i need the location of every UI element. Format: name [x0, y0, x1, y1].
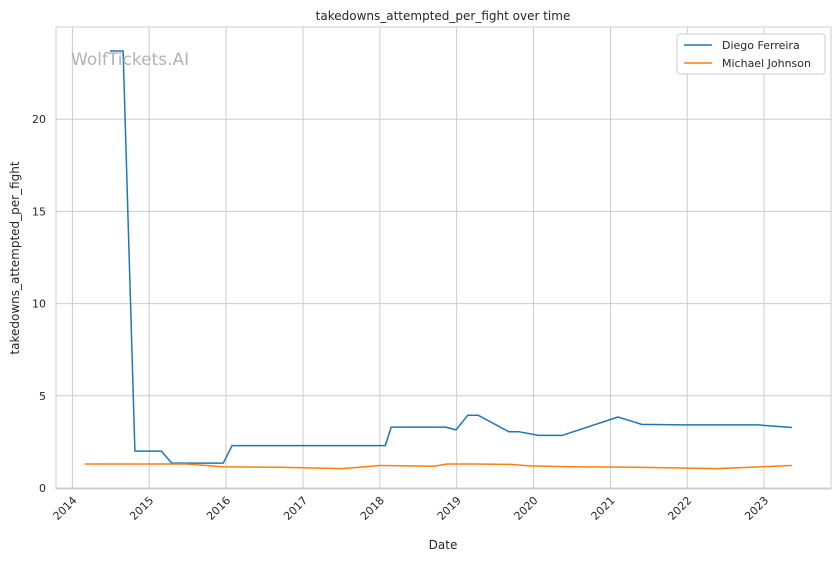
y-tick-label: 10: [32, 298, 46, 311]
x-tick-label: 2014: [51, 494, 80, 523]
chart-title: takedowns_attempted_per_fight over time: [316, 9, 571, 23]
series-lines: [84, 50, 792, 470]
y-axis-label: takedowns_attempted_per_fight: [8, 161, 22, 354]
legend-label: Michael Johnson: [722, 57, 811, 70]
x-tick-label: 2015: [127, 494, 156, 523]
legend-box: [676, 33, 826, 75]
x-tick-label: 2019: [435, 494, 464, 523]
legend-label: Diego Ferreira: [722, 39, 800, 52]
x-tick-label: 2016: [204, 494, 233, 523]
x-tick-label: 2017: [281, 494, 310, 523]
series-line-diego-ferreira: [109, 50, 792, 464]
y-tick-label: 0: [39, 482, 46, 495]
plot-area: [55, 26, 832, 490]
x-axis-label: Date: [429, 538, 458, 552]
x-tick-label: 2020: [512, 494, 541, 523]
y-tick-label: 5: [39, 390, 46, 403]
x-axis-ticks: 2014 2015 2016 2017 2018 2019 2020 2021 2022 2023: [51, 494, 772, 523]
x-tick-label: 2022: [665, 494, 694, 523]
x-tick-label: 2018: [358, 494, 387, 523]
x-tick-label: 2023: [742, 494, 771, 523]
watermark-text: WolfTickets.AI: [71, 50, 189, 70]
grid-lines: [56, 27, 831, 489]
legend: Diego Ferreira Michael Johnson: [676, 33, 826, 75]
series-line-michael-johnson: [84, 463, 792, 470]
x-tick-label: 2021: [589, 494, 618, 523]
y-tick-label: 20: [32, 113, 46, 126]
y-axis-ticks: 0 5 10 15 20: [32, 113, 46, 495]
y-tick-label: 15: [32, 205, 46, 218]
